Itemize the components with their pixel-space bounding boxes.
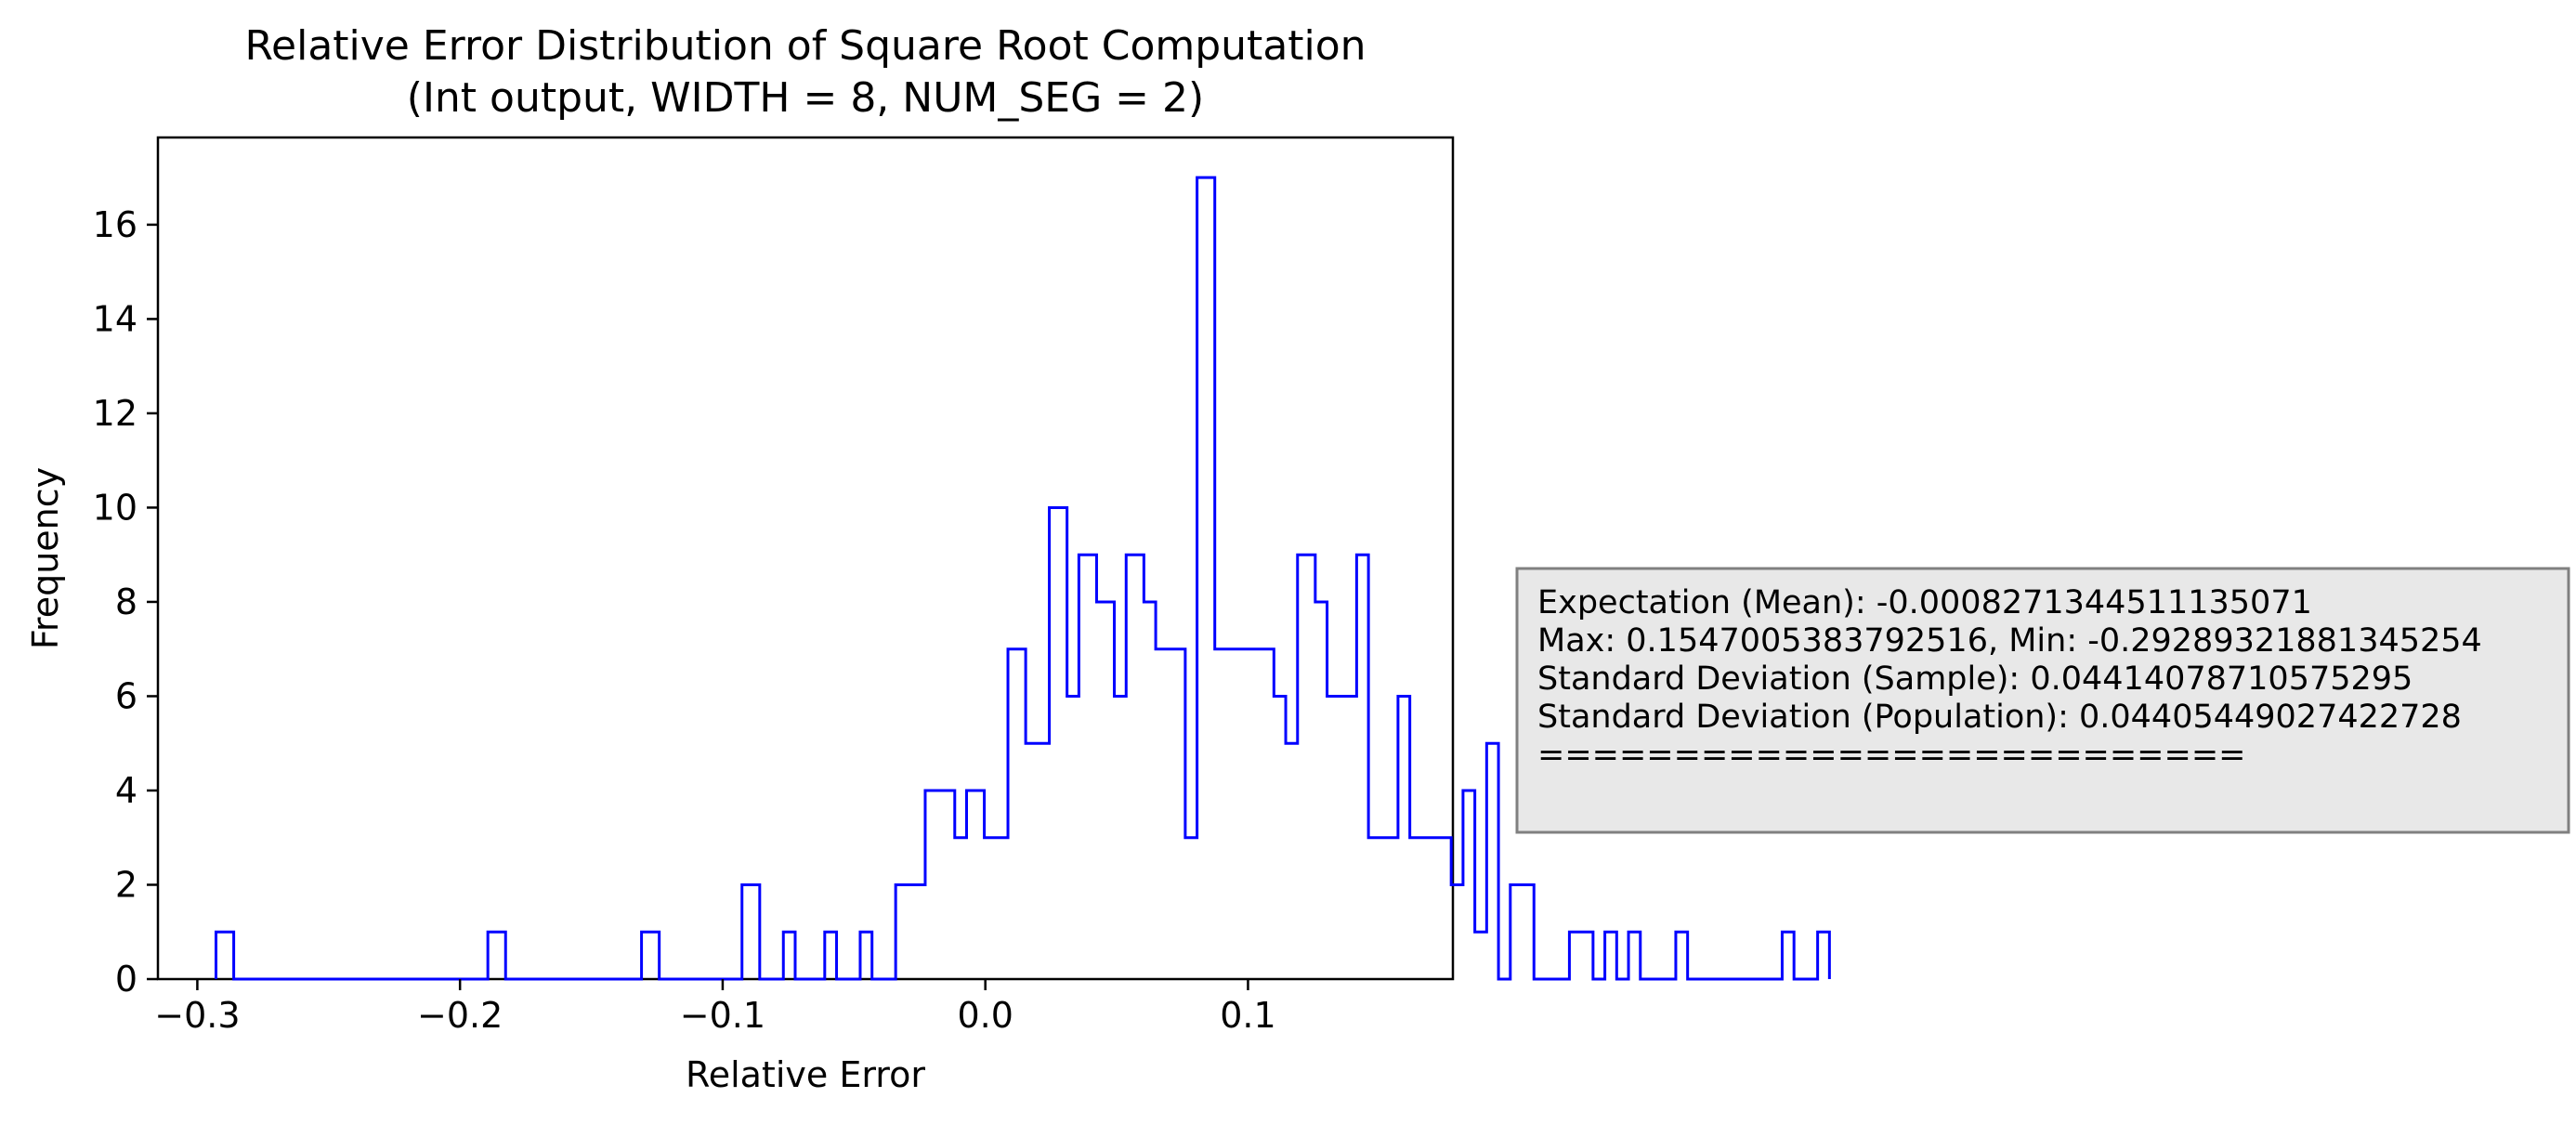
x-tick-label: 0.0 <box>957 995 1013 1036</box>
histogram-step-line <box>215 176 1831 981</box>
y-tick-label: 0 <box>115 959 137 1000</box>
y-tick-label: 10 <box>93 487 137 528</box>
stats-box-background <box>1515 567 2570 834</box>
x-tick-label: −0.3 <box>154 995 240 1036</box>
stats-line-std-population: Standard Deviation (Population): 0.04405… <box>1537 699 2462 736</box>
plot-area-frame <box>156 136 1455 981</box>
x-axis-ticks: −0.3 −0.2 −0.1 0.0 0.1 <box>154 979 1276 1036</box>
stats-line-std-sample: Standard Deviation (Sample): 0.044140787… <box>1537 660 2413 698</box>
stats-line-mean: Expectation (Mean): -0.00082713445111350… <box>1537 584 2312 621</box>
x-tick-label: −0.2 <box>417 995 503 1036</box>
y-tick-label: 6 <box>115 675 137 716</box>
chart-title-line2: (Int output, WIDTH = 8, NUM_SEG = 2) <box>407 74 1204 122</box>
chart-title-line1: Relative Error Distribution of Square Ro… <box>244 22 1366 70</box>
x-tick-label: 0.1 <box>1220 995 1275 1036</box>
stats-line-separator: ========================== <box>1537 737 2245 774</box>
y-tick-label: 4 <box>115 770 137 811</box>
y-axis-ticks: 0 2 4 6 8 10 12 14 16 <box>93 204 158 1000</box>
y-axis-label: Frequency <box>25 467 66 649</box>
x-axis-label: Relative Error <box>686 1054 925 1095</box>
stats-box: Expectation (Mean): -0.00082713445111350… <box>1515 567 2570 834</box>
y-tick-label: 14 <box>93 298 137 339</box>
y-tick-label: 8 <box>115 582 137 622</box>
stats-line-max-min: Max: 0.1547005383792516, Min: -0.2928932… <box>1537 622 2482 660</box>
y-tick-label: 16 <box>93 204 137 245</box>
y-tick-label: 12 <box>93 393 137 434</box>
x-tick-label: −0.1 <box>680 995 765 1036</box>
y-tick-label: 2 <box>115 864 137 905</box>
